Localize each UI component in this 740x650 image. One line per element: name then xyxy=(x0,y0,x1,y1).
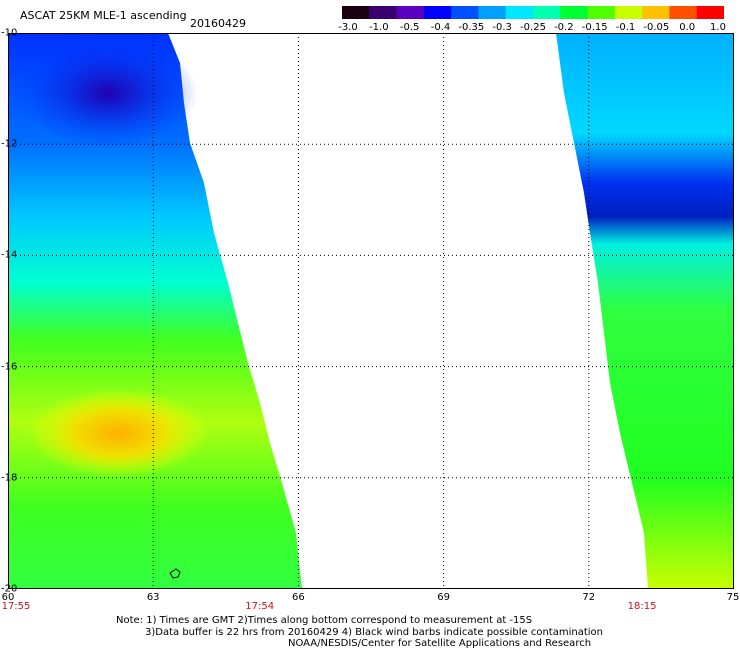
latitude-tick-label: -12 xyxy=(1,138,18,150)
colorbar-tick-label: -0.1 xyxy=(615,22,636,33)
longitude-tick-label: 75 xyxy=(726,592,740,603)
colorbar-swatch xyxy=(369,6,398,19)
longitude-tick-label: 63 xyxy=(146,592,160,603)
colorbar-tick-label: -0.4 xyxy=(430,22,451,33)
colorbar-swatch xyxy=(342,6,370,19)
map-title: ASCAT 25KM MLE-1 ascending xyxy=(20,9,187,22)
note-line-2: 3)Data buffer is 22 hrs from 20160429 4)… xyxy=(145,627,603,638)
note-line-1: Note: 1) Times are GMT 2)Times along bot… xyxy=(116,615,533,626)
colorbar-tick-label: -0.15 xyxy=(581,22,608,33)
longitude-tick-label: 69 xyxy=(437,592,450,603)
latitude-tick-label: -14 xyxy=(1,249,18,261)
latitude-tick-label: -18 xyxy=(1,472,18,484)
colorbar-tick-label: -0.5 xyxy=(399,22,420,33)
longitude-tick-label: 72 xyxy=(582,592,596,603)
map-frame xyxy=(8,33,734,589)
colorbar-swatch xyxy=(696,6,724,19)
latitude-tick-label: -10 xyxy=(1,27,18,39)
swath-left-dark-area xyxy=(18,38,198,148)
colorbar-tick-label: -1.0 xyxy=(369,22,389,33)
colorbar-swatch xyxy=(533,6,561,19)
colorbar-tick-label: -0.05 xyxy=(643,22,670,33)
colorbar-tick-label: -0.3 xyxy=(492,22,512,33)
colorbar-swatch xyxy=(642,6,670,19)
colorbar-tick-label: 0.0 xyxy=(679,22,696,33)
colorbar-tick-label: -0.25 xyxy=(520,22,546,33)
colorbar-tick-label: -3.0 xyxy=(338,22,358,33)
swath-time-label: 17:54 xyxy=(245,601,275,612)
colorbar-swatch xyxy=(423,6,452,19)
latitude-tick-label: -20 xyxy=(1,583,18,595)
colorbar xyxy=(342,6,724,19)
colorbar-swatch xyxy=(560,6,589,19)
swath-right xyxy=(556,33,734,589)
colorbar-swatch xyxy=(614,6,643,19)
colorbar-swatch xyxy=(587,6,616,19)
colorbar-tick-label: -0.35 xyxy=(458,22,485,33)
colorbar-tick-label: -0.2 xyxy=(554,22,574,33)
longitude-tick-label: 66 xyxy=(292,592,305,603)
map-date: 20160429 xyxy=(190,17,246,30)
swath-time-label: 17:55 xyxy=(1,601,31,612)
latitude-tick-label: -16 xyxy=(1,361,18,373)
wind-barb-icon xyxy=(169,568,181,579)
colorbar-tick-label: 1.0 xyxy=(710,22,726,33)
colorbar-swatch xyxy=(451,6,479,19)
note-line-3: NOAA/NESDIS/Center for Satellite Applica… xyxy=(288,638,592,649)
colorbar-swatch xyxy=(478,6,507,19)
map-plot xyxy=(8,33,734,589)
swath-left-warm-area xyxy=(28,388,208,478)
longitude-tick-label: 60 xyxy=(1,592,15,603)
swath-time-label: 18:15 xyxy=(627,601,657,612)
colorbar-swatch xyxy=(669,6,698,19)
colorbar-swatch xyxy=(396,6,425,19)
grid-lines xyxy=(8,33,734,589)
colorbar-swatch xyxy=(505,6,534,19)
